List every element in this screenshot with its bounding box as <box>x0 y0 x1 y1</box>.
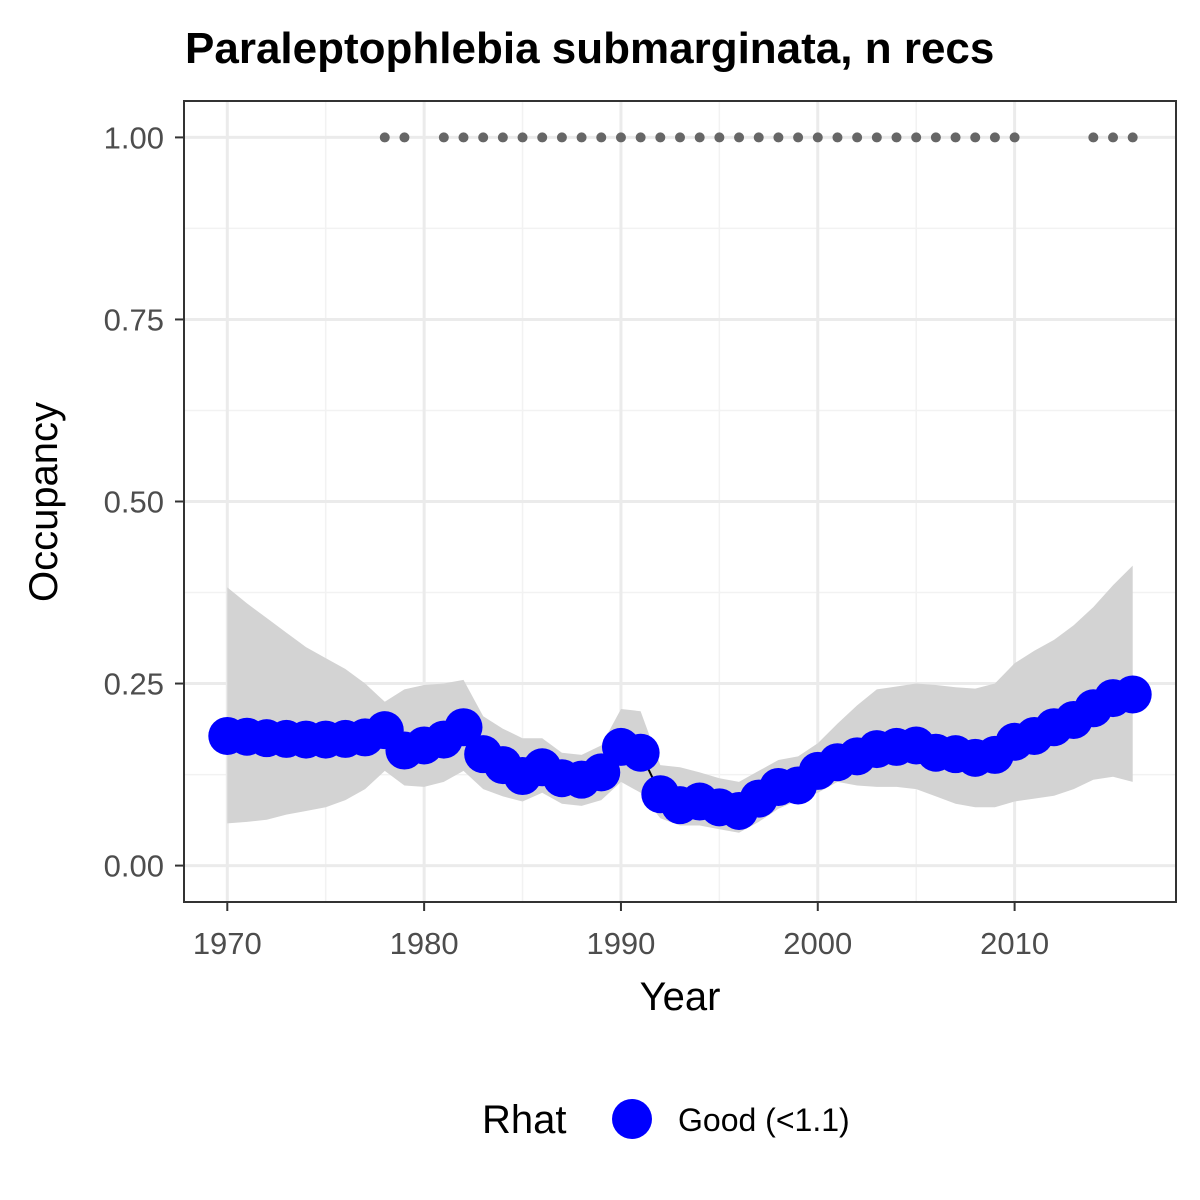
record-dot <box>891 132 902 143</box>
y-axis-title: Occupancy <box>22 402 66 602</box>
y-axis: 0.00 0.25 0.50 0.75 1.00 <box>104 120 184 884</box>
x-tick-label: 2000 <box>783 926 852 961</box>
record-dot <box>871 132 882 143</box>
record-dot <box>655 132 666 143</box>
x-axis-title: Year <box>640 975 721 1019</box>
record-dot <box>537 132 548 143</box>
record-dot <box>576 132 587 143</box>
record-dot <box>478 132 489 143</box>
plot-panel <box>183 100 1177 903</box>
record-dot <box>675 132 685 143</box>
occupancy-point <box>621 733 660 772</box>
x-tick-label: 1990 <box>586 926 655 961</box>
record-dot <box>1088 132 1099 143</box>
legend-label-good: Good (<1.1) <box>678 1102 850 1138</box>
record-dot <box>694 132 705 143</box>
record-dot <box>714 132 725 143</box>
record-dot <box>911 132 922 143</box>
record-dot <box>596 132 607 143</box>
record-points <box>379 132 1138 143</box>
record-dot <box>793 132 804 143</box>
record-dot <box>1108 132 1119 143</box>
record-dot <box>379 132 390 143</box>
occupancy-point <box>1113 675 1152 714</box>
record-dot <box>812 132 823 143</box>
legend: Rhat Good (<1.1) <box>482 1098 850 1142</box>
record-dot <box>930 132 941 143</box>
record-dot <box>458 132 469 143</box>
record-dot <box>1127 132 1138 143</box>
chart-title: Paraleptophlebia submarginata, n recs <box>185 24 994 73</box>
occupancy-points <box>208 675 1152 830</box>
record-dot <box>615 132 626 143</box>
legend-title: Rhat <box>482 1098 567 1142</box>
occupancy-point <box>444 708 483 747</box>
record-dot <box>753 132 764 143</box>
record-dot <box>1009 132 1020 143</box>
record-dot <box>852 132 863 143</box>
x-tick-label: 1970 <box>193 926 262 961</box>
record-dot <box>832 132 843 143</box>
y-tick-label: 1.00 <box>104 120 164 155</box>
record-dot <box>497 132 508 143</box>
record-dot <box>773 132 784 143</box>
record-dot <box>635 132 646 143</box>
y-tick-label: 0.00 <box>104 849 164 884</box>
legend-key-good-icon <box>612 1099 652 1139</box>
credible-interval-band <box>227 565 1133 833</box>
x-tick-label: 1980 <box>390 926 459 961</box>
record-dot <box>970 132 981 143</box>
x-axis: 1970 1980 1990 2000 2010 <box>193 902 1049 961</box>
record-dot <box>734 132 745 143</box>
record-dot <box>399 132 410 143</box>
x-tick-label: 2010 <box>980 926 1049 961</box>
record-dot <box>517 132 528 143</box>
y-tick-label: 0.50 <box>104 485 164 520</box>
record-dot <box>950 132 961 143</box>
y-tick-label: 0.25 <box>104 667 164 702</box>
record-dot <box>556 132 567 143</box>
record-dot <box>989 132 1000 143</box>
y-tick-label: 0.75 <box>104 302 164 337</box>
record-dot <box>438 132 449 143</box>
